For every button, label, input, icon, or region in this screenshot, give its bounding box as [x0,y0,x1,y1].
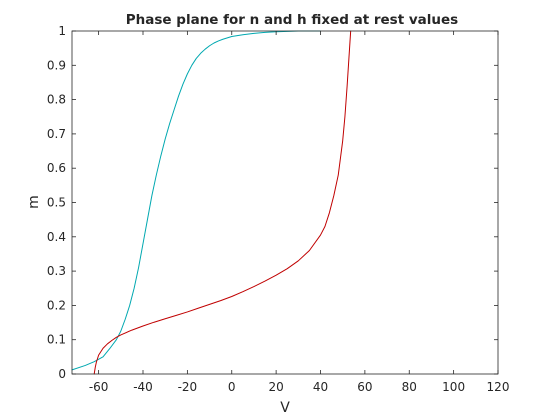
x-tick-label: 0 [228,380,236,394]
y-tick-label: 0.2 [47,298,66,312]
x-tick-label: -40 [133,380,153,394]
x-tick-label: 40 [313,380,328,394]
y-tick-label: 0 [58,367,66,381]
y-tick-label: 0.3 [47,264,66,278]
x-tick-label: 100 [442,380,465,394]
y-tick-label: 0.8 [47,93,66,107]
series-line-1 [71,30,321,371]
x-tick-label: -60 [89,380,109,394]
y-tick-label: 0.9 [47,58,66,72]
x-tick-label: 120 [487,380,510,394]
x-axis: -60 -40 -20 0 20 40 60 80 100 120 [89,31,510,394]
x-tick-label: 20 [268,380,283,394]
y-tick-label: 0.6 [47,161,66,175]
x-tick-label: 80 [402,380,417,394]
series-layer [71,30,352,375]
x-tick-label: 60 [357,380,372,394]
y-tick-label: 1 [58,24,66,38]
y-tick-label: 0.4 [47,230,66,244]
x-axis-label: V [280,400,290,416]
y-axis-label: m [26,195,42,209]
y-tick-label: 0.5 [47,196,66,210]
chart-title: Phase plane for n and h fixed at rest va… [126,12,458,28]
y-axis: 0 0.1 0.2 0.3 0.4 0.5 0.6 0.7 0.8 0.9 1 [47,24,498,381]
plot-area [72,31,498,374]
series-line-2 [93,30,352,375]
y-tick-label: 0.7 [47,127,66,141]
x-tick-label: -20 [178,380,198,394]
y-tick-label: 0.1 [47,333,66,347]
